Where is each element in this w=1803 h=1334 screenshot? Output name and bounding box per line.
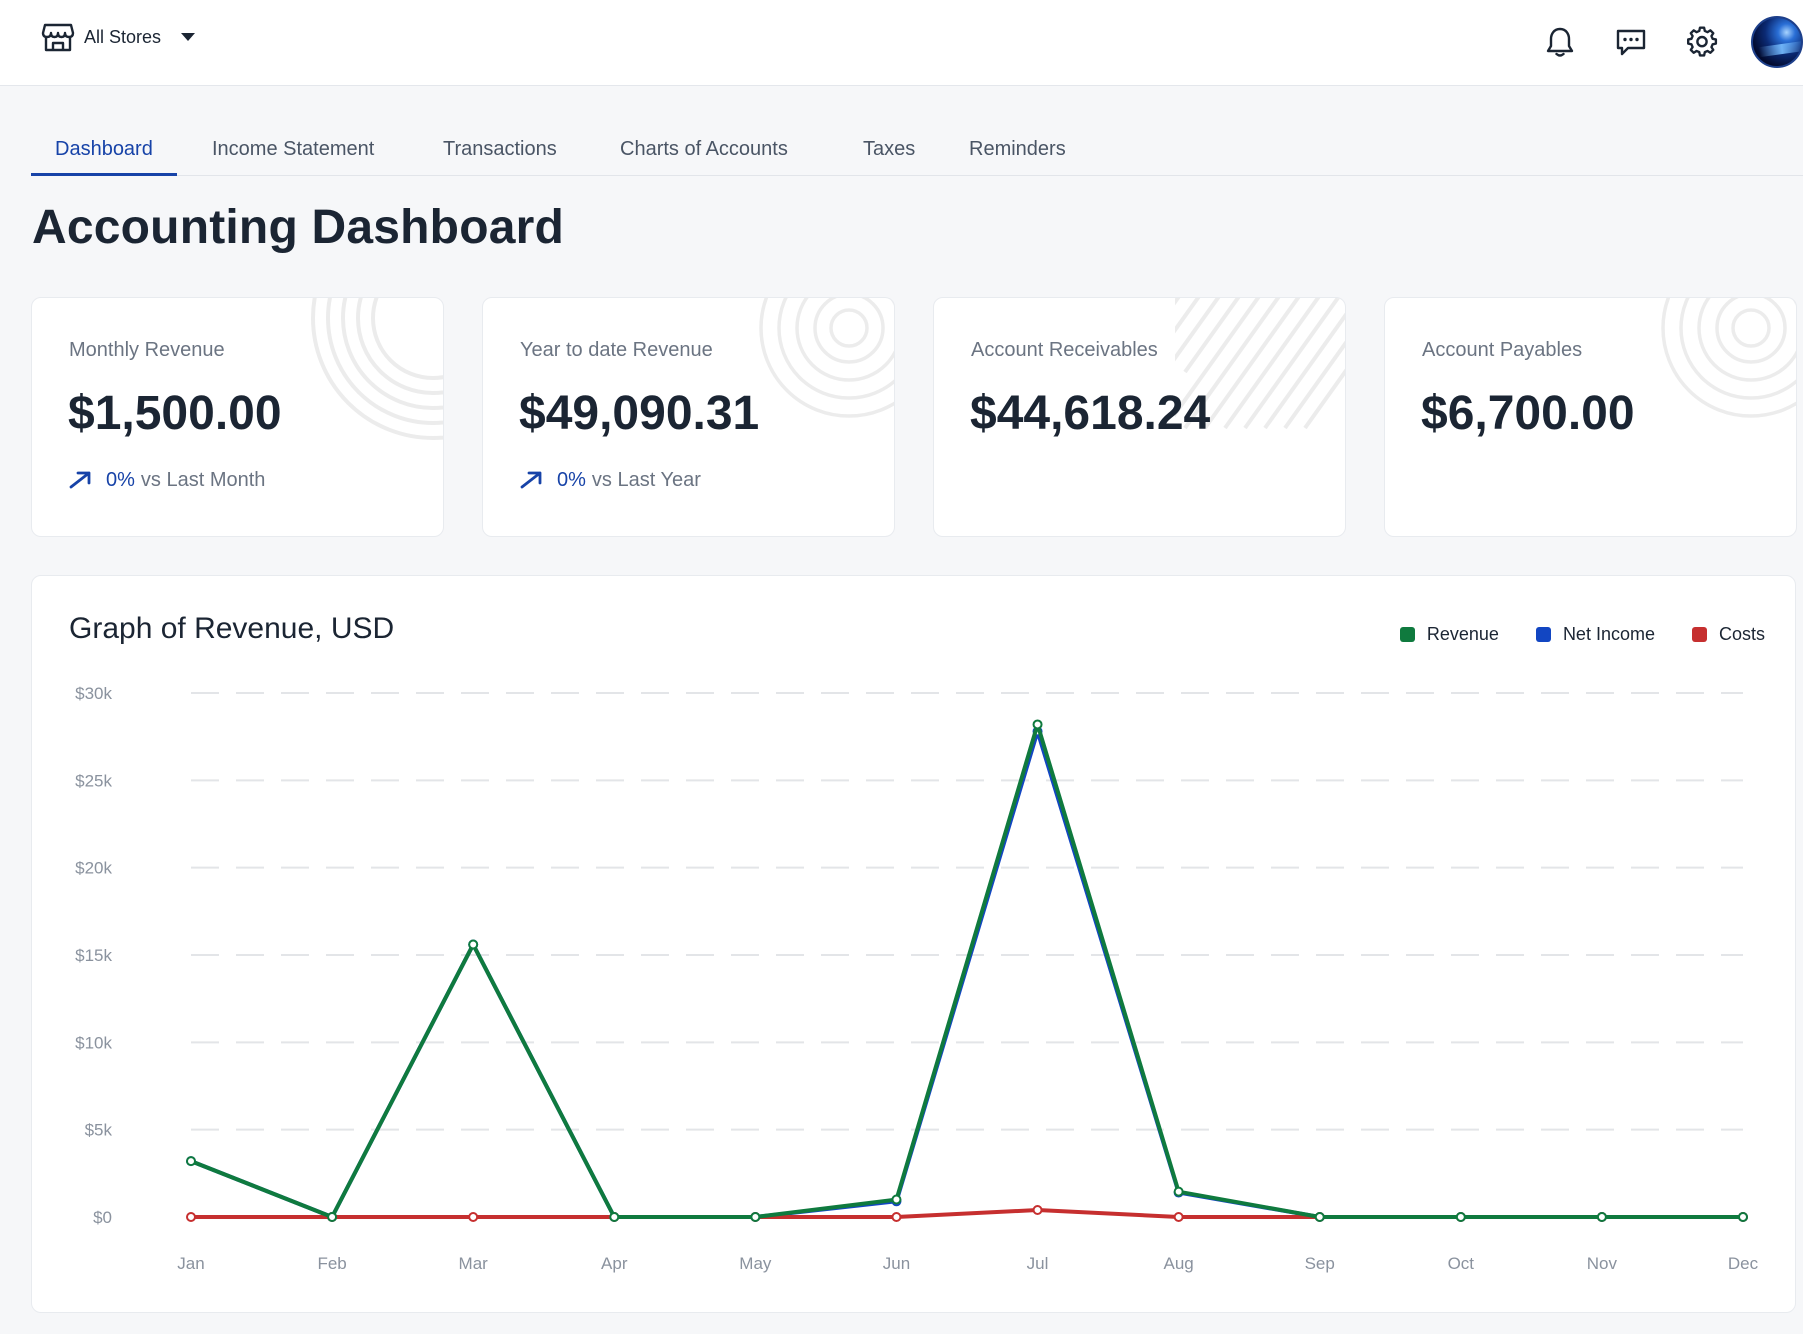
card-trend: 0% vs Last Year [519, 468, 701, 492]
tab-bar: Dashboard Income Statement Transactions … [31, 126, 1803, 176]
x-tick-label: Nov [1587, 1254, 1618, 1273]
x-tick-label: Aug [1164, 1254, 1194, 1273]
trend-up-icon [68, 468, 94, 492]
y-tick-label: $15k [75, 946, 112, 965]
card-value: $44,618.24 [970, 387, 1211, 440]
data-point-costs [468, 1212, 479, 1222]
y-tick-label: $10k [75, 1033, 112, 1052]
data-point-costs [1173, 1212, 1184, 1222]
store-icon [40, 20, 76, 54]
data-point-revenue [468, 939, 479, 950]
x-tick-label: Dec [1728, 1254, 1759, 1273]
tab-income-statement[interactable]: Income Statement [212, 138, 375, 160]
decorative-stripes-icon [1175, 298, 1345, 430]
x-tick-label: Sep [1305, 1254, 1335, 1273]
decorative-rings-icon [1661, 298, 1796, 418]
card-value: $6,700.00 [1421, 387, 1635, 440]
gear-icon[interactable] [1680, 20, 1724, 64]
y-tick-label: $20k [75, 859, 112, 878]
tab-transactions[interactable]: Transactions [443, 138, 557, 160]
x-tick-label: Mar [459, 1254, 489, 1273]
ytd-revenue-card: Year to date Revenue $49,090.31 0% vs La… [482, 297, 895, 537]
series-line-net-income [189, 729, 1745, 1219]
account-receivables-card: Account Receivables $44,618.24 [933, 297, 1346, 537]
data-point-revenue [891, 1194, 902, 1205]
x-tick-label: Jun [883, 1254, 910, 1273]
revenue-chart-card: Graph of Revenue, USD Revenue Net Income… [31, 575, 1796, 1313]
card-label: Year to date Revenue [520, 339, 713, 361]
legend-label: Costs [1718, 624, 1765, 644]
card-trend: 0% vs Last Month [68, 468, 265, 492]
chevron-down-icon [181, 33, 196, 41]
trend-percent: 0% [106, 468, 135, 491]
data-point-costs [186, 1212, 196, 1222]
data-point-revenue [1455, 1212, 1466, 1222]
data-point-revenue [1173, 1186, 1184, 1197]
card-label: Account Payables [1422, 339, 1583, 361]
x-tick-label: Jul [1027, 1254, 1049, 1273]
card-label: Account Receivables [971, 339, 1158, 361]
y-tick-label: $25k [75, 771, 112, 790]
card-value: $49,090.31 [519, 387, 760, 440]
legend-swatch [1535, 627, 1551, 642]
data-point-revenue [186, 1156, 196, 1167]
x-tick-label: Feb [317, 1254, 346, 1273]
top-bar: All Stores [0, 0, 1803, 86]
chart-title: Graph of Revenue, USD [69, 612, 395, 645]
chart-legend: Revenue Net Income Costs [1363, 624, 1765, 645]
x-tick-label: Oct [1448, 1254, 1475, 1273]
tab-charts-of-accounts[interactable]: Charts of Accounts [620, 138, 788, 160]
store-selector-label: All Stores [84, 26, 162, 47]
data-point-revenue [1596, 1212, 1607, 1222]
x-tick-label: Jan [177, 1254, 204, 1273]
avatar[interactable] [1751, 16, 1803, 68]
x-tick-label: May [739, 1254, 772, 1273]
y-tick-label: $5k [85, 1121, 113, 1140]
page-title: Accounting Dashboard [32, 201, 565, 254]
store-selector[interactable]: All Stores [40, 20, 196, 54]
legend-item-revenue[interactable]: Revenue [1399, 624, 1499, 645]
tab-dashboard[interactable]: Dashboard [31, 138, 177, 176]
tab-reminders[interactable]: Reminders [969, 138, 1066, 160]
chat-icon[interactable] [1609, 20, 1653, 64]
legend-item-costs[interactable]: Costs [1691, 624, 1765, 645]
card-label: Monthly Revenue [69, 339, 225, 361]
tab-taxes[interactable]: Taxes [863, 138, 916, 160]
revenue-line-chart: $0 $5k $10k $15k $20k $25k $30k Jan Feb Mar Apr May… [75, 684, 1759, 1273]
y-tick-label: $30k [75, 684, 112, 703]
x-tick-label: Apr [601, 1254, 628, 1273]
card-value: $1,500.00 [68, 387, 282, 440]
data-point-revenue [327, 1212, 338, 1222]
trend-comparison: vs Last Year [591, 468, 701, 491]
data-point-revenue [750, 1212, 761, 1222]
account-payables-card: Account Payables $6,700.00 [1384, 297, 1797, 537]
decorative-rings-icon [759, 298, 894, 418]
data-point-revenue [1032, 719, 1043, 730]
monthly-revenue-card: Monthly Revenue $1,500.00 0% vs Last Mon… [31, 297, 444, 537]
y-tick-label: $0 [93, 1208, 112, 1227]
bell-icon[interactable] [1538, 20, 1582, 64]
data-point-revenue [1314, 1212, 1325, 1222]
decorative-rings-icon [311, 298, 443, 440]
trend-up-icon [519, 468, 545, 492]
legend-label: Revenue [1426, 624, 1499, 644]
legend-swatch [1399, 627, 1415, 642]
data-point-revenue [1738, 1212, 1748, 1222]
legend-label: Net Income [1562, 624, 1655, 644]
series-line-revenue [189, 722, 1745, 1219]
legend-swatch [1691, 627, 1707, 642]
data-point-costs [1032, 1205, 1043, 1216]
data-point-costs [891, 1212, 902, 1222]
legend-item-net-income[interactable]: Net Income [1535, 624, 1655, 645]
data-point-revenue [609, 1212, 620, 1222]
trend-comparison: vs Last Month [140, 468, 266, 491]
trend-percent: 0% [557, 468, 586, 491]
